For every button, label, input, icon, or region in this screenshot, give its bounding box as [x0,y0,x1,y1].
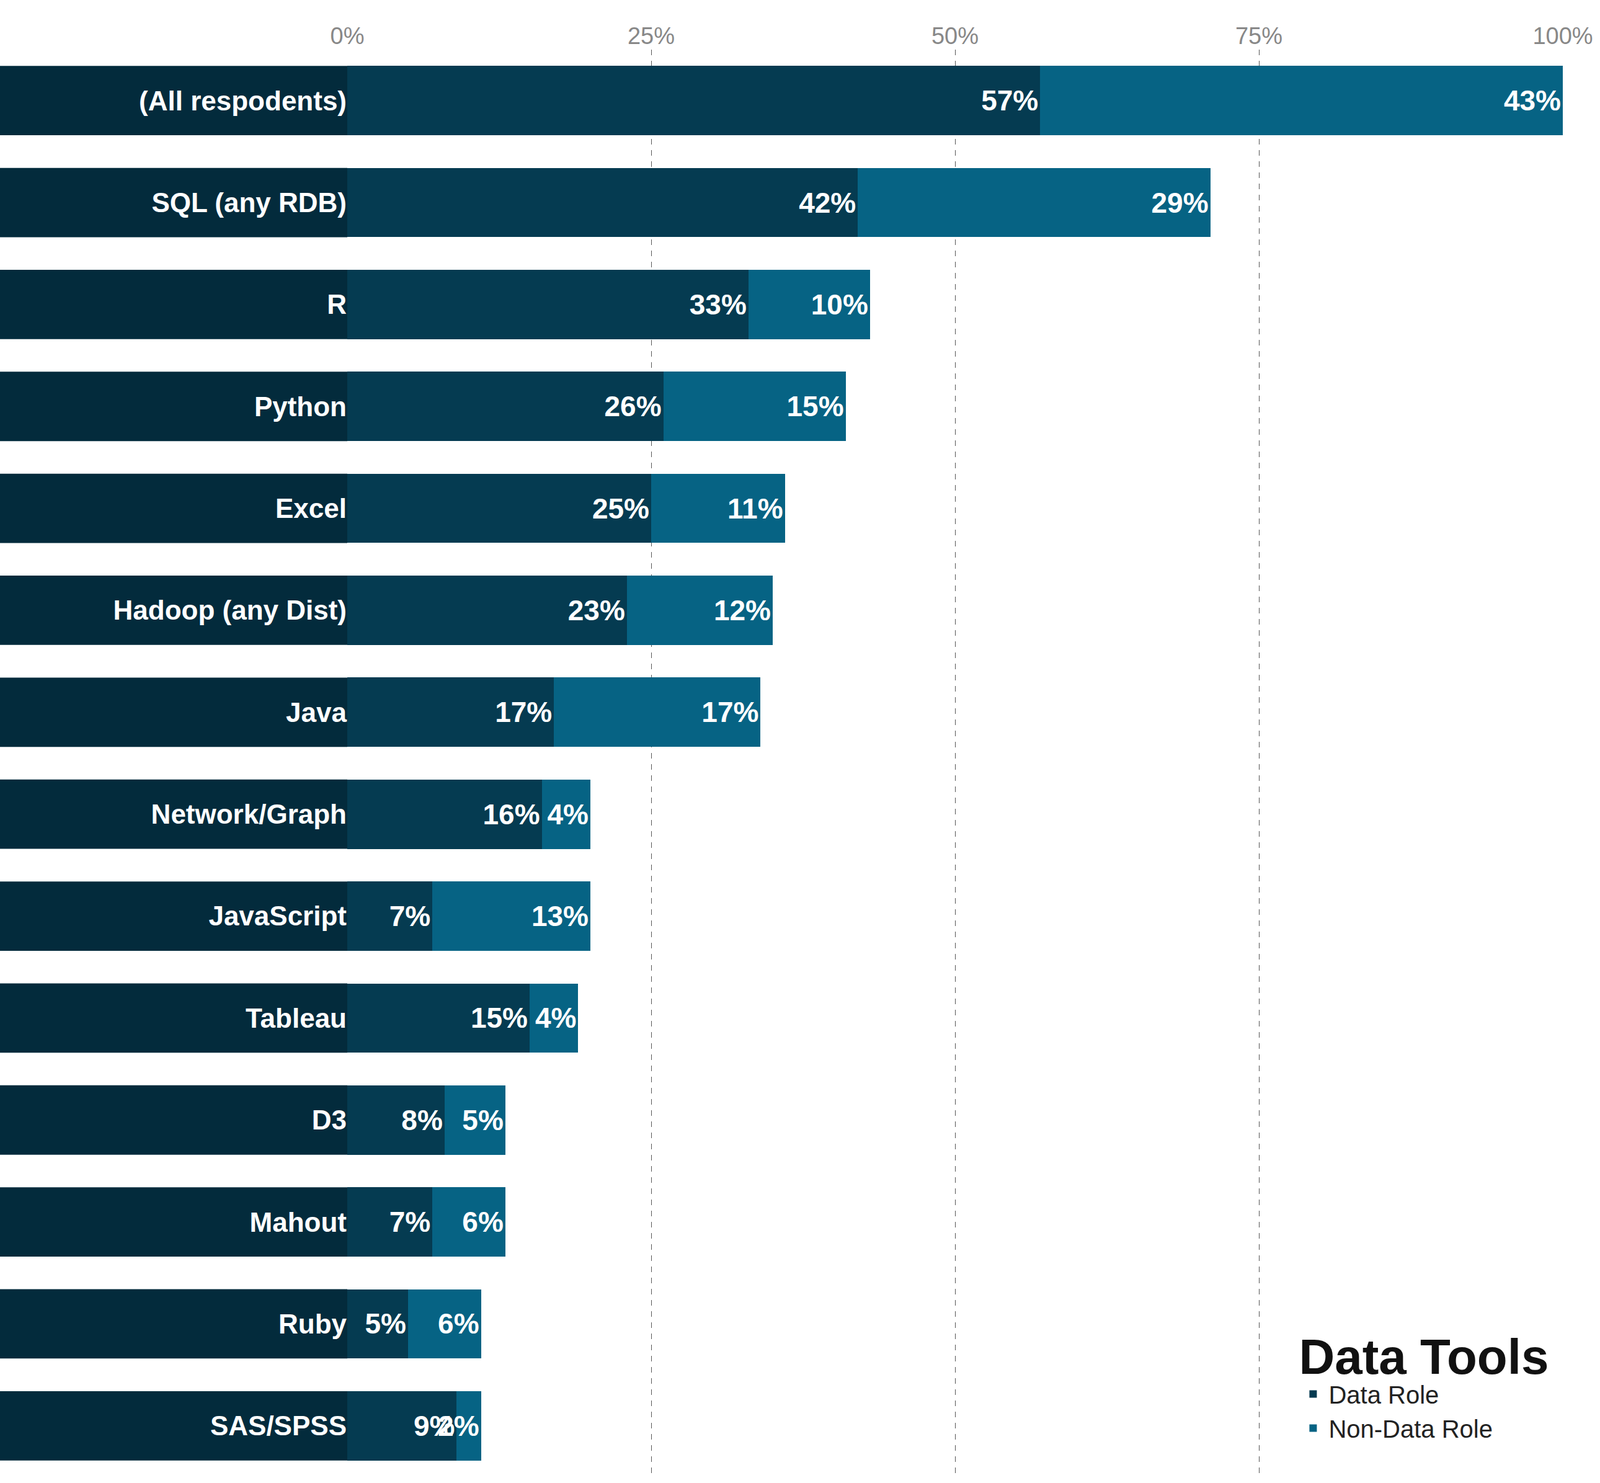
svg-text:10%: 10% [811,288,869,321]
svg-text:15%: 15% [470,1001,528,1034]
svg-text:5%: 5% [462,1103,503,1137]
svg-text:100%: 100% [1532,22,1593,49]
svg-text:25%: 25% [592,492,650,525]
svg-text:17%: 17% [701,695,759,729]
svg-text:Data Role: Data Role [1328,1381,1439,1409]
svg-text:6%: 6% [462,1205,503,1238]
svg-text:(All respodents): (All respodents) [138,85,347,116]
svg-text:7%: 7% [389,899,431,933]
svg-text:57%: 57% [981,84,1039,117]
svg-text:50%: 50% [931,22,979,49]
svg-text:Java: Java [285,697,347,728]
svg-text:2%: 2% [437,1409,479,1442]
svg-text:9%: 9% [413,1409,455,1442]
svg-text:33%: 33% [689,288,747,321]
svg-text:SAS/SPSS: SAS/SPSS [210,1410,347,1441]
svg-text:7%: 7% [389,1205,431,1238]
svg-text:6%: 6% [437,1307,479,1340]
svg-text:23%: 23% [568,594,626,627]
svg-text:SQL (any RDB): SQL (any RDB) [151,187,347,218]
svg-text:Network/Graph: Network/Graph [151,798,347,830]
svg-text:5%: 5% [365,1307,407,1340]
svg-text:25%: 25% [627,22,675,49]
svg-text:Non-Data Role: Non-Data Role [1328,1415,1493,1443]
svg-text:Python: Python [254,391,347,422]
svg-text:R: R [326,288,347,320]
svg-text:17%: 17% [494,695,552,729]
svg-text:75%: 75% [1235,22,1283,49]
svg-text:JavaScript: JavaScript [208,900,347,931]
svg-text:D3: D3 [311,1104,347,1135]
svg-text:29%: 29% [1151,186,1209,219]
svg-text:8%: 8% [401,1103,443,1137]
svg-text:26%: 26% [604,390,662,423]
svg-text:Tableau: Tableau [245,1002,347,1034]
svg-text:Mahout: Mahout [249,1206,348,1238]
svg-text:15%: 15% [786,390,845,423]
svg-text:13%: 13% [531,899,589,933]
svg-text:43%: 43% [1503,84,1561,117]
svg-text:4%: 4% [547,798,589,831]
svg-text:Data Tools: Data Tools [1298,1328,1549,1385]
svg-text:42%: 42% [798,186,856,219]
svg-text:12%: 12% [713,594,771,627]
svg-text:16%: 16% [483,798,541,831]
svg-text:0%: 0% [330,22,365,49]
svg-text:11%: 11% [727,492,784,525]
svg-text:Excel: Excel [275,493,347,524]
svg-text:4%: 4% [535,1001,577,1034]
svg-text:Ruby: Ruby [278,1308,348,1339]
svg-text:Hadoop (any Dist): Hadoop (any Dist) [113,594,347,626]
